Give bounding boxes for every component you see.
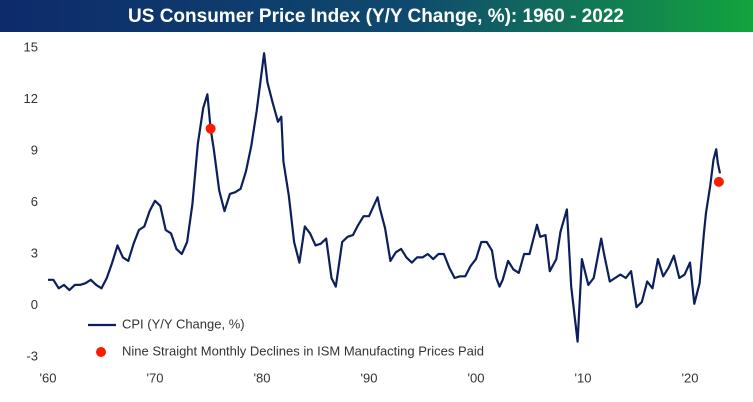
legend-label: CPI (Y/Y Change, %)	[122, 316, 245, 331]
x-tick-label: '10	[575, 370, 592, 385]
x-tick-label: '70	[147, 370, 164, 385]
y-tick-label: 0	[31, 297, 38, 312]
y-tick-label: 12	[24, 91, 38, 106]
x-tick-label: '90	[361, 370, 378, 385]
x-tick-label: '60	[40, 370, 57, 385]
x-tick-label: '00	[468, 370, 485, 385]
legend-swatch	[96, 347, 106, 357]
y-tick-label: 6	[31, 194, 38, 209]
title-banner	[0, 0, 753, 32]
x-tick-label: '80	[254, 370, 271, 385]
y-tick-label: 9	[31, 142, 38, 157]
cpi-line	[48, 52, 722, 343]
y-tick-label: 15	[24, 39, 38, 54]
chart-title: US Consumer Price Index (Y/Y Change, %):…	[128, 6, 624, 27]
y-tick-label: -3	[26, 348, 38, 363]
y-tick-label: 3	[31, 245, 38, 260]
x-tick-label: '20	[682, 370, 699, 385]
marker-dot	[205, 123, 216, 134]
legend-label: Nine Straight Monthly Declines in ISM Ma…	[122, 343, 484, 358]
marker-dot	[713, 176, 724, 187]
